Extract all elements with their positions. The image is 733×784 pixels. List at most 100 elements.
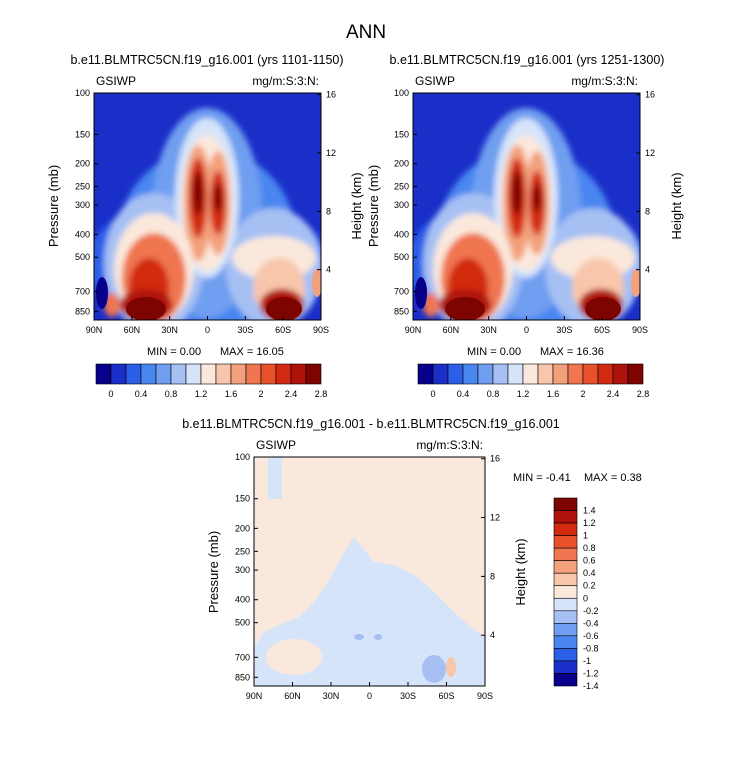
colorbar-label: 0 (108, 389, 113, 399)
x-tick-label: 90N (86, 325, 103, 335)
y-tick-label: 400 (235, 595, 250, 605)
colorbar-swatch (553, 648, 578, 662)
colorbar-swatch (200, 363, 217, 385)
diff-neg-polar-cap (268, 457, 282, 499)
x-tick-label: 30N (161, 325, 178, 335)
arctic-low (423, 293, 439, 317)
colorbar-label: -0.2 (583, 606, 599, 616)
nh-boundary-peak (445, 297, 485, 320)
colorbar-swatch (553, 497, 578, 511)
colorbar-label: 1.6 (547, 389, 560, 399)
colorbar-swatch (553, 585, 578, 599)
diff-pos-pocket-nh (266, 639, 322, 675)
panel-right-plot (413, 93, 640, 320)
colorbar-label: 0.4 (457, 389, 470, 399)
colorbar-label: 1.2 (517, 389, 530, 399)
colorbar-swatch (110, 363, 127, 385)
panel-left-ylabel: Pressure (mb) (46, 165, 61, 247)
colorbar-swatch (553, 560, 578, 574)
tropics-peak-b (214, 184, 222, 212)
y-tick-label: 150 (394, 129, 409, 139)
panel-right-field-label: GSIWP (415, 74, 455, 88)
colorbar-swatch (245, 363, 262, 385)
panel-diff-plot (254, 457, 485, 686)
panel-right-title: b.e11.BLMTRC5CN.f19_g16.001 (yrs 1251-13… (390, 53, 665, 67)
x-tick-label: 30S (556, 325, 572, 335)
colorbar-swatch (567, 363, 584, 385)
y-tick-label: 200 (75, 159, 90, 169)
panel-left-axes: 90N 60N 30N 0 30S 60S 90S 100 150 200 250 300 400 500… (75, 88, 336, 335)
tropics-peak-a (512, 171, 522, 215)
y-tick-label: 250 (75, 181, 90, 191)
colorbar-swatch (447, 363, 464, 385)
diff-neg-spot (354, 634, 364, 640)
colorbar-label: 0.8 (165, 389, 178, 399)
panel-right-axes: 90N 60N 30N 0 30S 60S 90S 100 150 200 250 300 400 500… (394, 88, 655, 335)
y-tick-label: 300 (235, 565, 250, 575)
panel-left-title: b.e11.BLMTRC5CN.f19_g16.001 (yrs 1101-11… (70, 53, 343, 67)
colorbar-swatch (275, 363, 292, 385)
field-smooth-layer (413, 108, 640, 320)
colorbar-swatch (582, 363, 599, 385)
y-tick-label: 100 (75, 88, 90, 98)
y-tick-label: 500 (394, 252, 409, 262)
y-tick-label: 400 (75, 229, 90, 239)
arctic-edge (415, 277, 427, 309)
colorbar-swatch (612, 363, 629, 385)
colorbar-label: 0.6 (583, 556, 596, 566)
colorbar-swatch (553, 522, 578, 536)
colorbar-label: -1.2 (583, 668, 599, 678)
x-tick-label: 90S (477, 691, 493, 701)
y-tick-label: 200 (394, 159, 409, 169)
colorbar-label: 0.4 (583, 568, 596, 578)
colorbar-swatch (95, 363, 112, 385)
y-tick-right-label: 8 (490, 571, 495, 581)
x-tick-label: 90S (632, 325, 648, 335)
colorbar-swatch (417, 363, 434, 385)
colorbar-swatch (553, 510, 578, 524)
y-tick-label: 300 (394, 200, 409, 210)
panel-diff-field-label: GSIWP (256, 438, 296, 452)
colorbar-label: 0.2 (583, 581, 596, 591)
colorbar-swatch (627, 363, 644, 385)
diff-pos-max (446, 657, 456, 677)
panel-left: b.e11.BLMTRC5CN.f19_g16.001 (yrs 1101-11… (46, 53, 364, 399)
panel-diff-max: MAX = 0.38 (584, 472, 642, 484)
colorbar-label: 2 (580, 389, 585, 399)
antarctic-edge (312, 269, 321, 297)
y-tick-right-label: 12 (490, 513, 500, 523)
colorbar-swatch (492, 363, 509, 385)
diff-neg-spot (374, 634, 382, 640)
colorbar-label: 2.4 (607, 389, 620, 399)
panel-diff-ylabel-right: Height (km) (513, 538, 528, 605)
panel-diff-colorbar: 1.4 1.2 1 0.8 0.6 0.4 0.2 0 -0.2 -0.4 -0.6 -0.8 -1 -1… (553, 497, 599, 691)
y-tick-label: 100 (235, 452, 250, 462)
colorbar-swatch (537, 363, 554, 385)
x-tick-label: 30N (480, 325, 497, 335)
panel-diff: b.e11.BLMTRC5CN.f19_g16.001 - b.e11.BLMT… (182, 417, 642, 701)
y-tick-label: 250 (394, 181, 409, 191)
panel-right-max: MAX = 16.36 (540, 346, 604, 358)
y-tick-right-label: 8 (645, 206, 650, 216)
colorbar-label: 1 (583, 531, 588, 541)
colorbar-label: 0 (430, 389, 435, 399)
colorbar-label: 0.8 (487, 389, 500, 399)
y-tick-right-label: 16 (645, 90, 655, 100)
panel-left-colorbar: 0 0.4 0.8 1.2 1.6 2 2.4 2.8 (95, 363, 327, 399)
field-smooth-layer (94, 108, 321, 320)
colorbar-label: 0.4 (135, 389, 148, 399)
arctic-edge (96, 277, 108, 309)
colorbar-swatch (477, 363, 494, 385)
panel-diff-min: MIN = -0.41 (513, 472, 571, 484)
y-tick-right-label: 12 (326, 148, 336, 158)
colorbar-label: 1.6 (225, 389, 238, 399)
diff-strong-neg (422, 655, 446, 683)
panel-left-ylabel-right: Height (km) (349, 172, 364, 239)
y-tick-right-label: 4 (490, 630, 495, 640)
colorbar-label: 1.2 (583, 518, 596, 528)
y-tick-label: 850 (394, 306, 409, 316)
y-tick-label: 300 (75, 200, 90, 210)
arctic-low (104, 293, 120, 317)
panel-right-ylabel-right: Height (km) (669, 172, 684, 239)
